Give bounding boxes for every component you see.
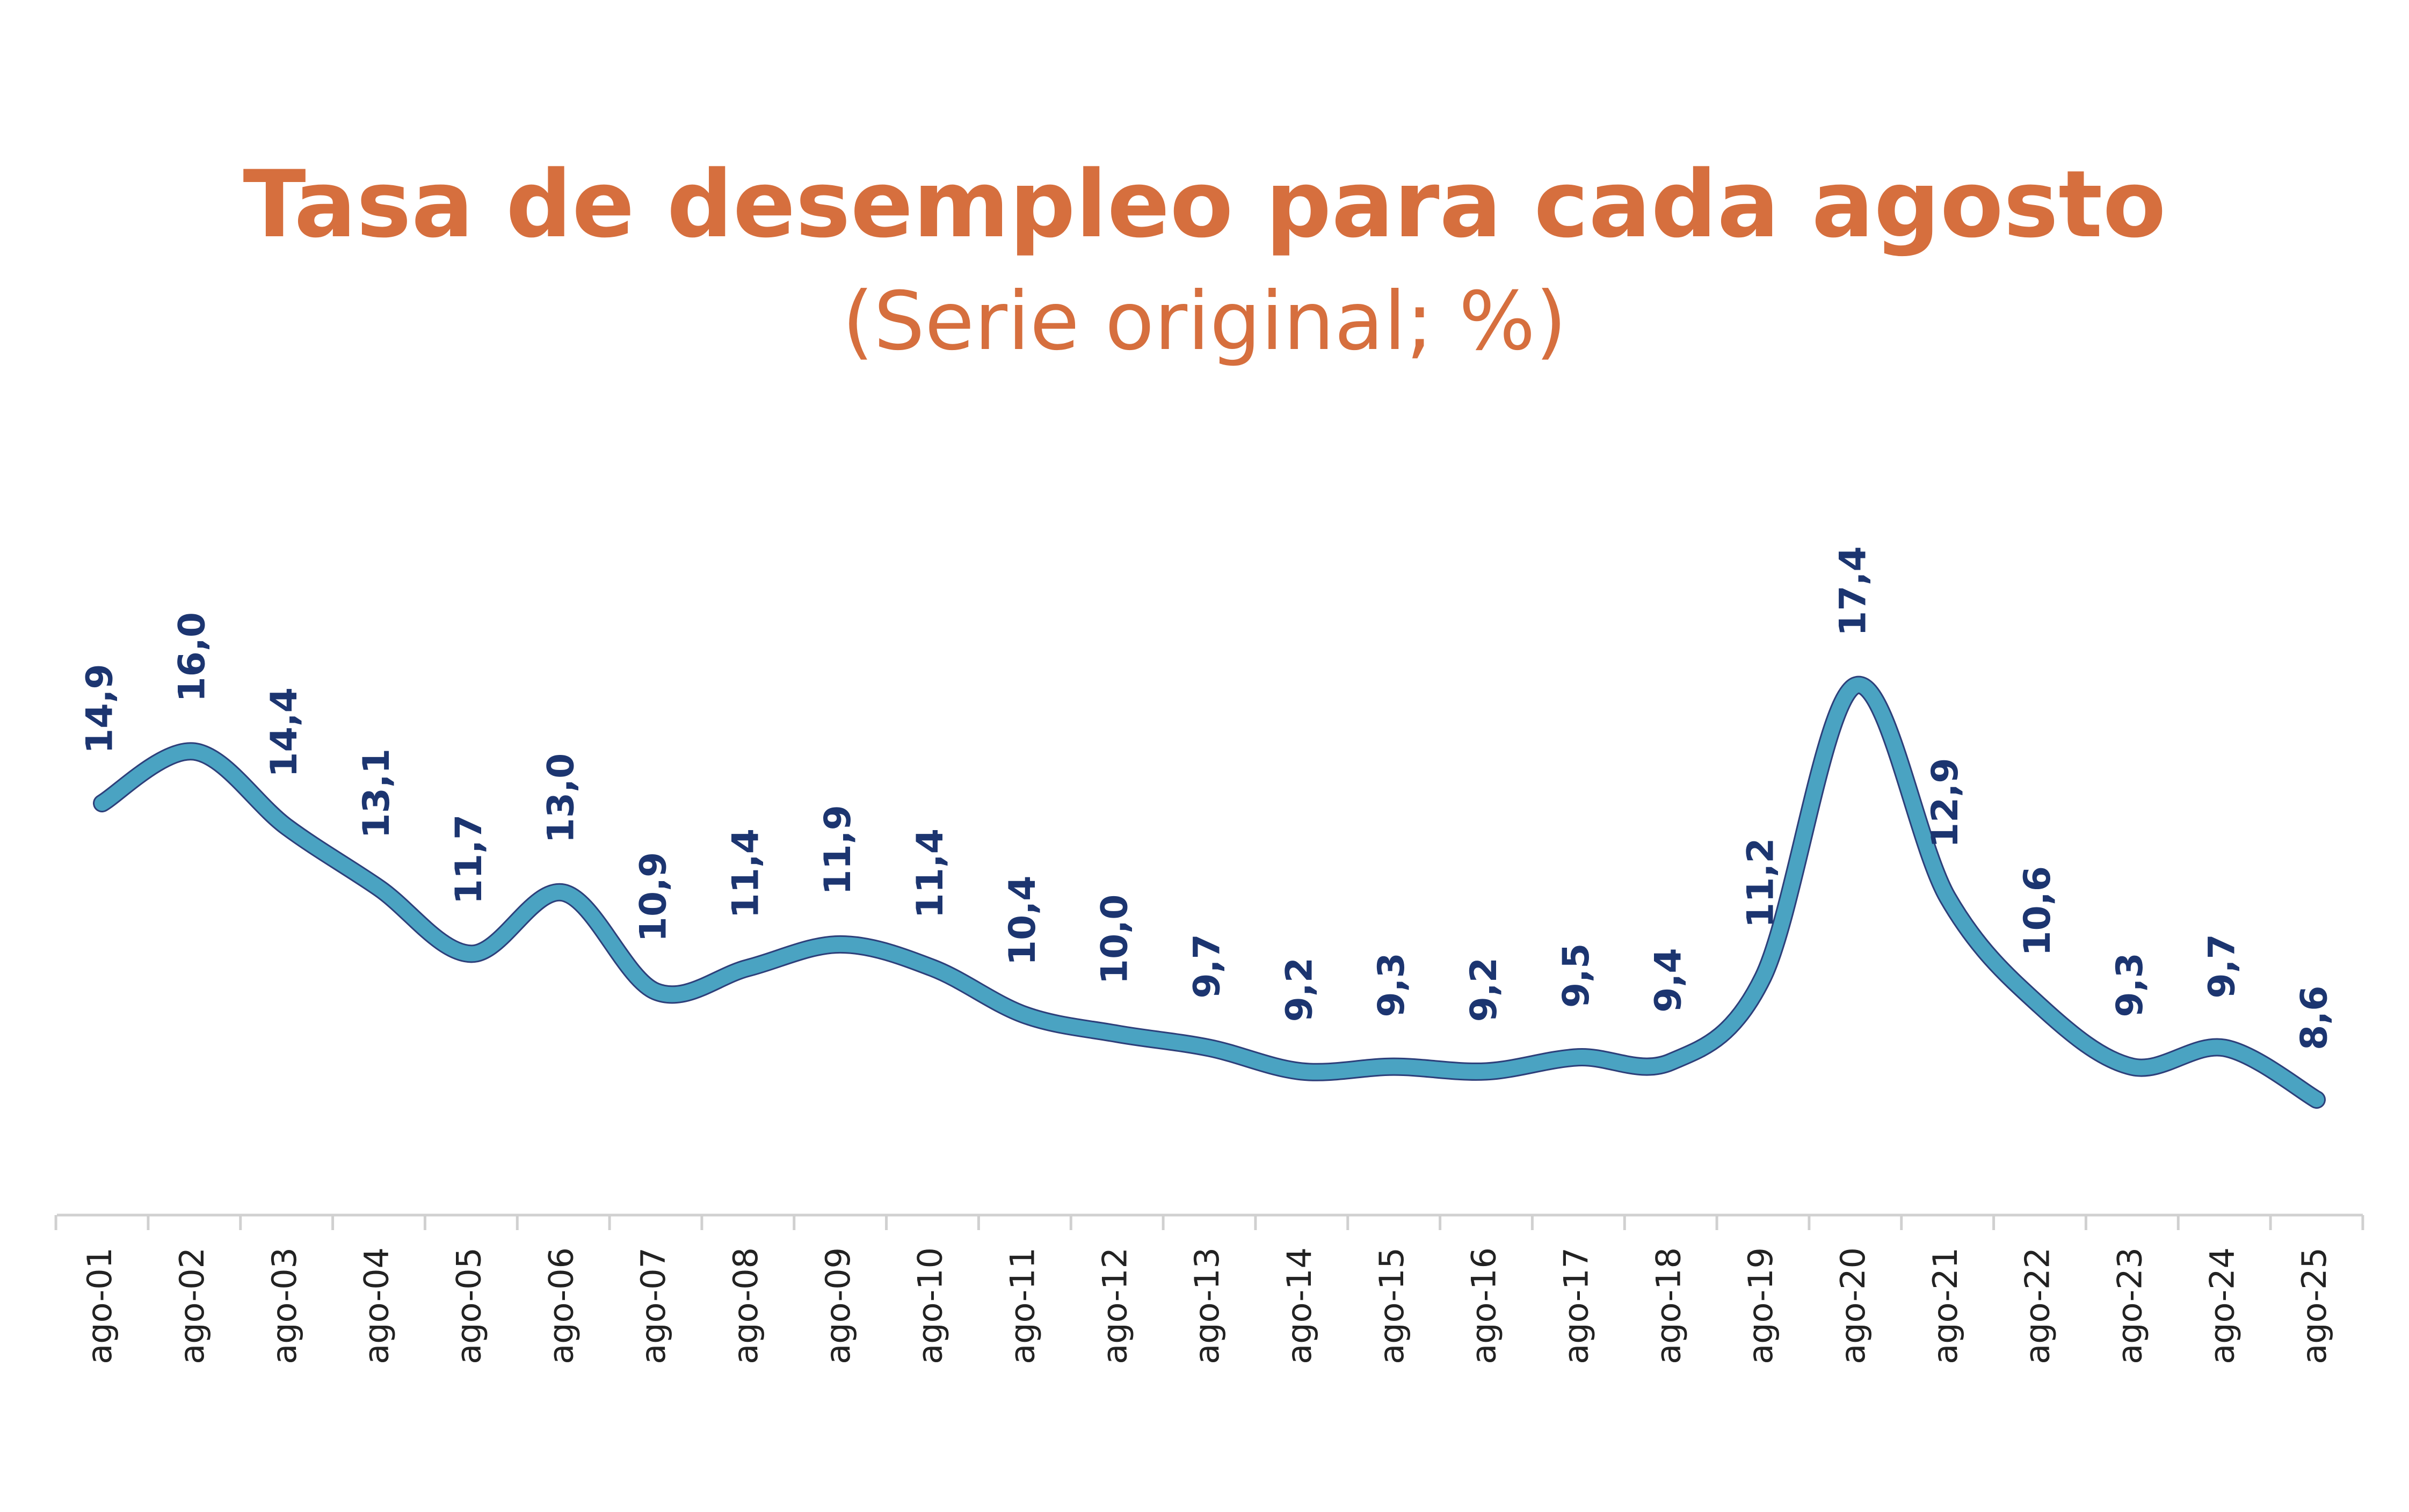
value-label: 10,0 [1094, 895, 1136, 985]
line [95, 677, 2324, 1107]
x-tick-label: ago-12 [1095, 1247, 1134, 1364]
value-label: 11,7 [448, 815, 490, 905]
value-label: 10,4 [1002, 876, 1044, 966]
x-tick-label: ago-03 [265, 1247, 304, 1364]
value-label: 13,0 [540, 753, 583, 844]
x-tick-label: ago-07 [634, 1247, 673, 1364]
x-tick-label: ago-19 [1741, 1247, 1780, 1364]
value-label: 17,4 [1832, 546, 1874, 636]
value-label: 14,9 [79, 664, 121, 754]
value-label: 14,4 [263, 687, 306, 777]
value-label: 13,1 [355, 748, 398, 839]
x-tick-label: ago-24 [2202, 1247, 2241, 1364]
line-outline [93, 675, 2326, 1109]
value-label: 9,4 [1648, 948, 1690, 1012]
x-tick-label: ago-23 [2110, 1247, 2149, 1364]
x-tick-label: ago-06 [541, 1247, 581, 1364]
x-tick-label: ago-09 [818, 1247, 858, 1364]
value-label: 9,3 [2109, 953, 2151, 1017]
x-tick-label: ago-05 [449, 1247, 488, 1364]
value-label: 11,4 [724, 828, 767, 919]
value-label: 9,7 [1186, 934, 1229, 998]
x-tick-label: ago-15 [1372, 1247, 1411, 1364]
x-tick-label: ago-20 [1833, 1247, 1873, 1364]
value-label: 11,9 [817, 805, 859, 895]
value-label: 11,4 [909, 828, 952, 919]
x-tick-label: ago-22 [2018, 1247, 2057, 1364]
x-tick-label: ago-17 [1556, 1247, 1595, 1364]
value-label: 9,3 [1370, 953, 1413, 1017]
value-label: 9,7 [2201, 934, 2244, 998]
value-label: 11,2 [1740, 838, 1782, 928]
value-label: 9,2 [1463, 957, 1505, 1022]
x-tick-label: ago-18 [1649, 1247, 1688, 1364]
value-label: 12,9 [1924, 758, 1967, 848]
value-label: 10,6 [2016, 866, 2059, 956]
x-tick-label: ago-10 [911, 1247, 950, 1364]
x-tick-label: ago-14 [1280, 1247, 1319, 1364]
x-tick-label: ago-25 [2295, 1247, 2334, 1364]
x-tick-label: ago-11 [1003, 1247, 1042, 1364]
x-tick-label: ago-02 [172, 1247, 212, 1364]
x-tick-label: ago-13 [1187, 1247, 1227, 1364]
value-label: 9,5 [1555, 943, 1598, 1008]
x-tick-label: ago-21 [1926, 1247, 1965, 1364]
value-label: 9,2 [1278, 957, 1320, 1022]
x-tick-label: ago-01 [80, 1247, 119, 1364]
value-label: 8,6 [2294, 986, 2336, 1050]
x-tick-label: ago-16 [1464, 1247, 1504, 1364]
value-label: 16,0 [171, 612, 213, 702]
x-tick-label: ago-08 [726, 1247, 765, 1364]
value-label: 10,9 [633, 852, 675, 942]
chart-title: Tasa de desempleo para cada agosto [243, 150, 2166, 258]
x-tick-label: ago-04 [357, 1247, 396, 1364]
chart-subtitle: (Serie original; %) [842, 275, 1566, 368]
